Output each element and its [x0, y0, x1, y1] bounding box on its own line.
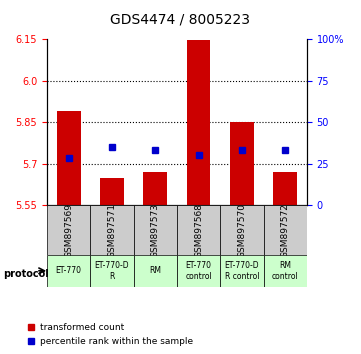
FancyBboxPatch shape [134, 205, 177, 255]
Bar [187, 40, 210, 205]
FancyBboxPatch shape [134, 255, 177, 287]
FancyBboxPatch shape [47, 205, 90, 255]
FancyBboxPatch shape [264, 255, 307, 287]
Bar [57, 111, 81, 205]
Text: ET-770: ET-770 [56, 266, 82, 275]
Text: GSM897573: GSM897573 [151, 202, 160, 258]
Bar [230, 122, 254, 205]
Text: ET-770-D
R control: ET-770-D R control [225, 261, 259, 280]
FancyBboxPatch shape [264, 205, 307, 255]
Text: GSM897571: GSM897571 [108, 202, 116, 258]
FancyBboxPatch shape [220, 255, 264, 287]
FancyBboxPatch shape [177, 205, 220, 255]
Text: ET-770
control: ET-770 control [185, 261, 212, 280]
FancyBboxPatch shape [220, 205, 264, 255]
FancyBboxPatch shape [90, 205, 134, 255]
Text: GDS4474 / 8005223: GDS4474 / 8005223 [110, 12, 251, 27]
FancyBboxPatch shape [90, 255, 134, 287]
Bar [100, 178, 124, 205]
FancyBboxPatch shape [177, 255, 220, 287]
Bar [273, 172, 297, 205]
Text: RM: RM [149, 266, 161, 275]
Text: RM
control: RM control [272, 261, 299, 280]
Bar [143, 172, 167, 205]
Text: GSM897572: GSM897572 [281, 202, 290, 258]
Text: GSM897568: GSM897568 [194, 202, 203, 258]
Legend: transformed count, percentile rank within the sample: transformed count, percentile rank withi… [23, 320, 196, 349]
FancyBboxPatch shape [47, 255, 90, 287]
Text: ET-770-D
R: ET-770-D R [95, 261, 129, 280]
Text: GSM897569: GSM897569 [64, 202, 73, 258]
Text: GSM897570: GSM897570 [238, 202, 246, 258]
Text: protocol: protocol [4, 269, 49, 279]
